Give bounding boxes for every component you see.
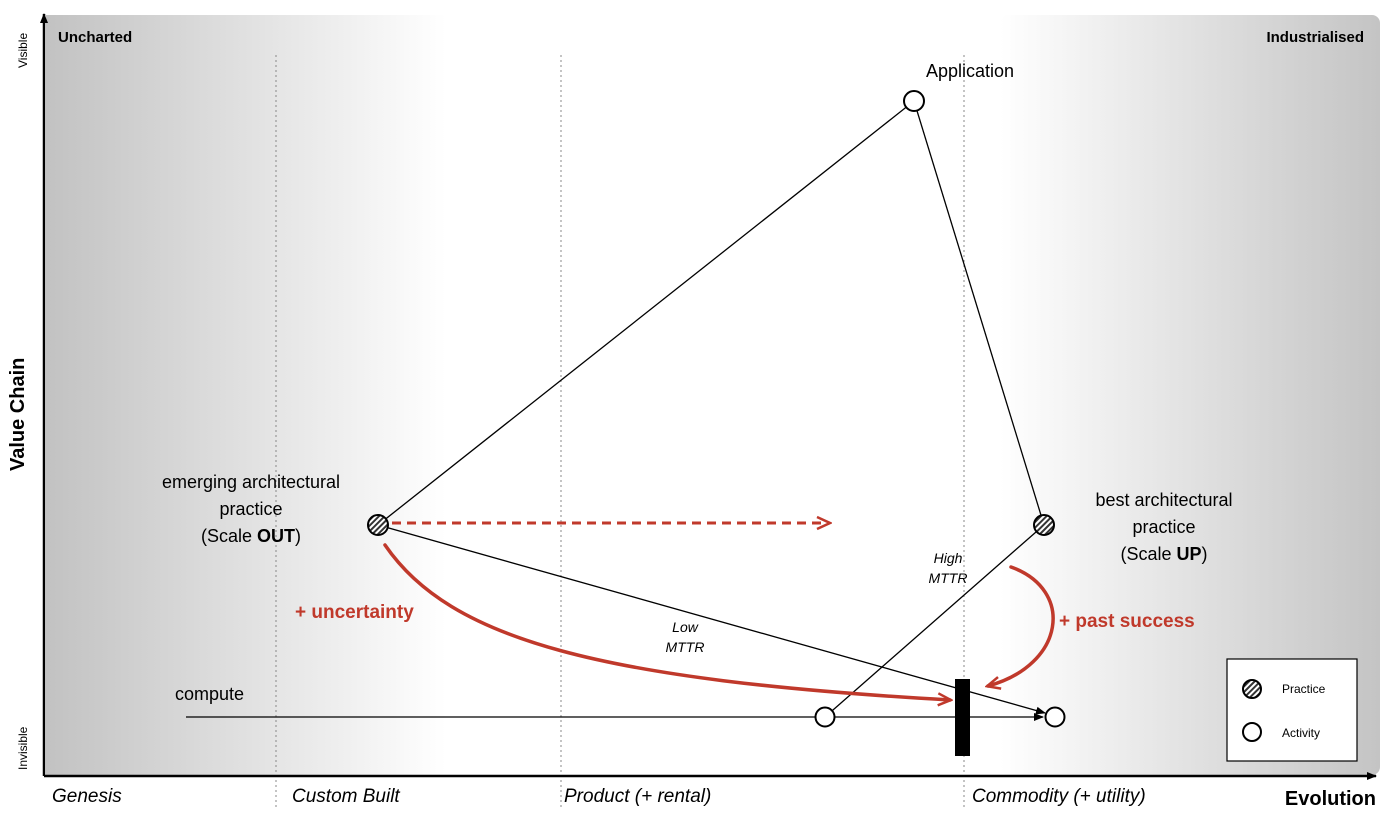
link-best-compute	[824, 524, 1045, 718]
uncertainty-label: + uncertainty	[295, 602, 414, 623]
industrialised-label: Industrialised	[1266, 29, 1364, 46]
svg-text:(Scale OUT): (Scale OUT)	[201, 526, 301, 546]
past-success-label: + past success	[1059, 611, 1195, 632]
evolution-label: Evolution	[1285, 788, 1376, 810]
high-mttr-line2: MTTR	[929, 570, 968, 586]
stage-product: Product (+ rental)	[564, 786, 711, 807]
uncertainty-arrow	[383, 543, 950, 700]
link-application-best	[913, 100, 1045, 526]
svg-text:best architectural: best architectural	[1095, 490, 1232, 510]
legend: Practice Activity	[1226, 658, 1358, 762]
svg-text:practice: practice	[219, 499, 282, 519]
compute-node-product[interactable]	[814, 706, 836, 728]
high-mttr-line1: High	[934, 550, 963, 566]
legend-activity-label: Activity	[1282, 726, 1320, 740]
invisible-label: Invisible	[16, 726, 30, 770]
legend-activity-icon	[1242, 722, 1262, 742]
svg-text:practice: practice	[1132, 517, 1195, 537]
industrialised-region	[1000, 15, 1380, 775]
uncharted-region	[46, 15, 446, 775]
compute-label: compute	[175, 684, 244, 704]
low-mttr-line1: Low	[672, 619, 699, 635]
value-chain-label: Value Chain	[7, 358, 29, 471]
best-practice-node[interactable]	[1033, 514, 1055, 536]
inertia-barrier	[955, 679, 970, 756]
stage-commodity: Commodity (+ utility)	[972, 786, 1146, 807]
application-label: Application	[926, 61, 1014, 81]
uncharted-label: Uncharted	[58, 29, 132, 46]
compute-node-commodity[interactable]	[1044, 706, 1066, 728]
emerging-practice-label: emerging architectural practice (Scale O…	[162, 472, 340, 546]
visible-label: Visible	[16, 33, 30, 68]
past-success-arrow	[988, 565, 1055, 686]
stage-custom-built: Custom Built	[292, 786, 400, 807]
low-mttr-line2: MTTR	[666, 639, 705, 655]
best-practice-label: best architectural practice (Scale UP)	[1095, 490, 1232, 564]
legend-practice-label: Practice	[1282, 682, 1326, 696]
stage-genesis: Genesis	[52, 786, 122, 807]
legend-practice-icon	[1242, 679, 1262, 699]
svg-text:emerging architectural: emerging architectural	[162, 472, 340, 492]
svg-text:(Scale UP): (Scale UP)	[1120, 544, 1207, 564]
application-node[interactable]	[903, 90, 925, 112]
link-emerging-application	[377, 100, 915, 526]
emerging-practice-node[interactable]	[367, 514, 389, 536]
legend-box	[1226, 658, 1358, 762]
link-emerging-compute	[377, 524, 1046, 715]
